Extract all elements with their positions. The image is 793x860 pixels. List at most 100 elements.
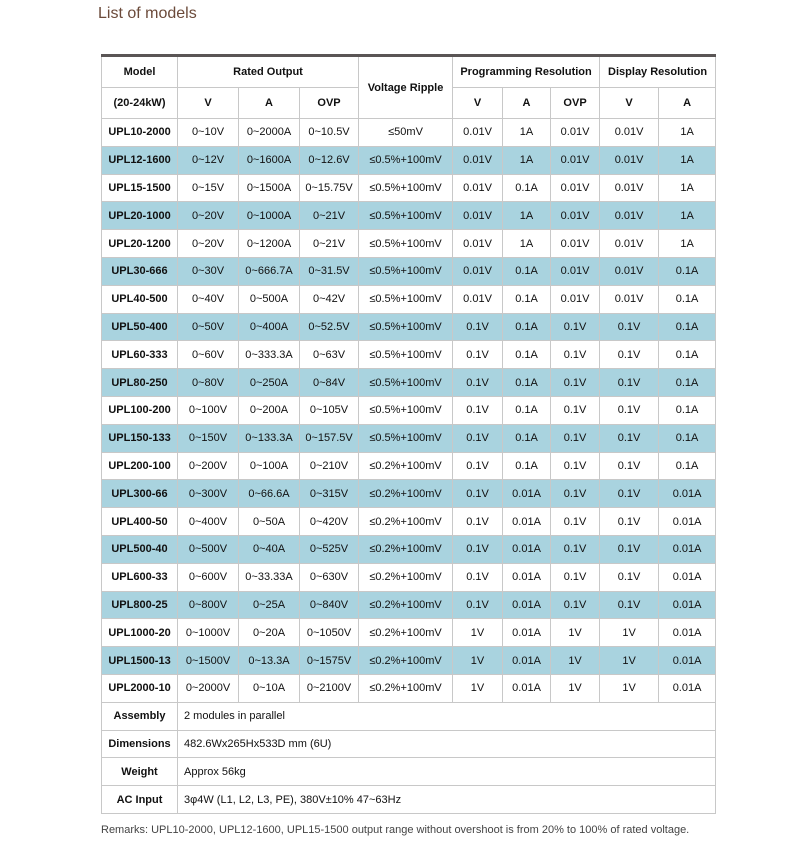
table-cell: 0~1000V (177, 618, 239, 648)
table-cell: UPL60-333 (101, 340, 178, 370)
table-cell: 0~315V (298, 479, 360, 509)
table-cell: 0.1A (658, 256, 717, 286)
header-cell: V (452, 87, 504, 119)
table-cell: 0.1A (502, 256, 552, 286)
table-cell: 0~840V (298, 590, 360, 620)
table-cell: 1A (658, 229, 717, 258)
table-cell: 0~15.75V (298, 173, 360, 203)
table-cell: ≤0.2%+100mV (358, 673, 454, 703)
table-cell: 0.01V (550, 284, 601, 314)
table-cell: 0~80V (177, 368, 239, 397)
table-cell: 0.01A (658, 618, 717, 648)
table-cell: 0~13.3A (238, 646, 300, 675)
table-cell: 0~200A (238, 395, 300, 425)
table-cell: 1V (452, 618, 504, 648)
table-cell: 1V (599, 673, 660, 703)
table-cell: UPL300-66 (101, 479, 178, 509)
table-cell: 0.1A (658, 284, 717, 314)
spec-row: Dimensions 482.6Wx265Hx533D mm (6U) (101, 729, 717, 759)
table-cell: ≤0.2%+100mV (358, 618, 454, 648)
table-cell: UPL10-2000 (101, 118, 178, 147)
table-cell: 0.1V (599, 395, 660, 425)
table-cell: 0.01A (502, 562, 552, 592)
table-cell: 0.01V (452, 118, 504, 147)
table-row: UPL15-1500 0~15V 0~1500A 0~15.75V ≤0.5%+100m… (101, 173, 717, 203)
table-row: UPL400-50 0~400V 0~50A 0~420V ≤0.2%+100mV 0.1… (101, 507, 717, 536)
table-cell: ≤0.2%+100mV (358, 646, 454, 675)
table-cell: UPL150-133 (101, 423, 178, 453)
table-row: UPL100-200 0~100V 0~200A 0~105V ≤0.5%+100mV 0… (101, 395, 717, 425)
table-row: UPL50-400 0~50V 0~400A 0~52.5V ≤0.5%+100mV 0.… (101, 312, 717, 342)
table-cell: 1A (502, 229, 552, 258)
table-cell: 0~12V (177, 145, 239, 175)
table-cell: ≤0.5%+100mV (358, 368, 454, 397)
table-cell: 0.01A (658, 646, 717, 675)
table-cell: 0.1V (452, 562, 504, 592)
table-row: UPL1000-20 0~1000V 0~20A 0~1050V ≤0.2%+100mV… (101, 618, 717, 648)
table-row: UPL20-1200 0~20V 0~1200A 0~21V ≤0.5%+100mV 0.… (101, 229, 717, 258)
table-cell: 0.01V (452, 229, 504, 258)
table-cell: UPL80-250 (101, 368, 178, 397)
table-cell: 1V (550, 618, 601, 648)
table-cell: 0.01A (502, 534, 552, 564)
table-cell: 0.01A (502, 507, 552, 536)
table-row: UPL200-100 0~200V 0~100A 0~210V ≤0.2%+100mV 0… (101, 451, 717, 481)
table-cell: 0.01V (452, 284, 504, 314)
table-cell: 0~10V (177, 118, 239, 147)
table-cell: 0.1V (452, 507, 504, 536)
table-cell: 0.01V (452, 256, 504, 286)
table-cell: 0.1V (550, 395, 601, 425)
table-cell: 0.1V (550, 534, 601, 564)
table-cell: 0~10A (238, 673, 300, 703)
table-cell: 0.1A (502, 284, 552, 314)
table-cell: 0~1500A (238, 173, 300, 203)
table-row: UPL20-1000 0~20V 0~1000A 0~21V ≤0.5%+100mV 0.… (101, 201, 717, 231)
table-cell: 0~15V (177, 173, 239, 203)
table-cell: 0.01V (452, 201, 504, 231)
table-cell: 0~2000A (238, 118, 300, 147)
table-cell: 0.1V (452, 423, 504, 453)
table-row: UPL300-66 0~300V 0~66.6A 0~315V ≤0.2%+100mV 0… (101, 479, 717, 509)
table-cell: 0.1A (658, 423, 717, 453)
table-cell: 0.01A (658, 507, 717, 536)
table-cell: 0.1V (452, 534, 504, 564)
table-cell: 0~20V (177, 229, 239, 258)
table-cell: 0.1V (550, 479, 601, 509)
table-cell: 0~250A (238, 368, 300, 397)
table-cell: 0~84V (298, 368, 360, 397)
table-cell: 0~30V (177, 256, 239, 286)
table-row: UPL1500-13 0~1500V 0~13.3A 0~1575V ≤0.2%+100… (101, 646, 717, 675)
table-cell: 0.1A (502, 368, 552, 397)
table-cell: 0.01V (550, 256, 601, 286)
table-cell: 0.1V (599, 423, 660, 453)
models-table: Model Rated Output Voltage Ripple Progra… (101, 54, 717, 814)
table-cell: 0~100V (177, 395, 239, 425)
table-cell: UPL400-50 (101, 507, 178, 536)
table-cell: ≤0.2%+100mV (358, 590, 454, 620)
table-cell: 1A (658, 173, 717, 203)
table-cell: 0.01V (599, 201, 660, 231)
table-cell: 0~1200A (238, 229, 300, 258)
table-cell: 1V (599, 646, 660, 675)
table-cell: 0.01V (550, 173, 601, 203)
table-cell: 0~40V (177, 284, 239, 314)
table-row: UPL150-133 0~150V 0~133.3A 0~157.5V ≤0.5%+10… (101, 423, 717, 453)
table-cell: 0~12.6V (298, 145, 360, 175)
table-cell: 0~20V (177, 201, 239, 231)
table-cell: 0~1500V (177, 646, 239, 675)
table-row: UPL40-500 0~40V 0~500A 0~42V ≤0.5%+100mV 0.01… (101, 284, 717, 314)
table-cell: 0.1V (599, 312, 660, 342)
table-cell: 0.1V (452, 312, 504, 342)
table-cell: 0.1V (599, 590, 660, 620)
spec-value: 2 modules in parallel (176, 701, 717, 731)
table-cell: 0~33.33A (238, 562, 300, 592)
table-cell: 1A (658, 145, 717, 175)
table-cell: ≤0.2%+100mV (358, 507, 454, 536)
table-cell: ≤0.5%+100mV (358, 312, 454, 342)
table-cell: UPL15-1500 (101, 173, 178, 203)
table-cell: 0~1000A (238, 201, 300, 231)
table-cell: 0.1V (599, 451, 660, 481)
table-cell: ≤0.2%+100mV (358, 479, 454, 509)
table-cell: 0~210V (298, 451, 360, 481)
